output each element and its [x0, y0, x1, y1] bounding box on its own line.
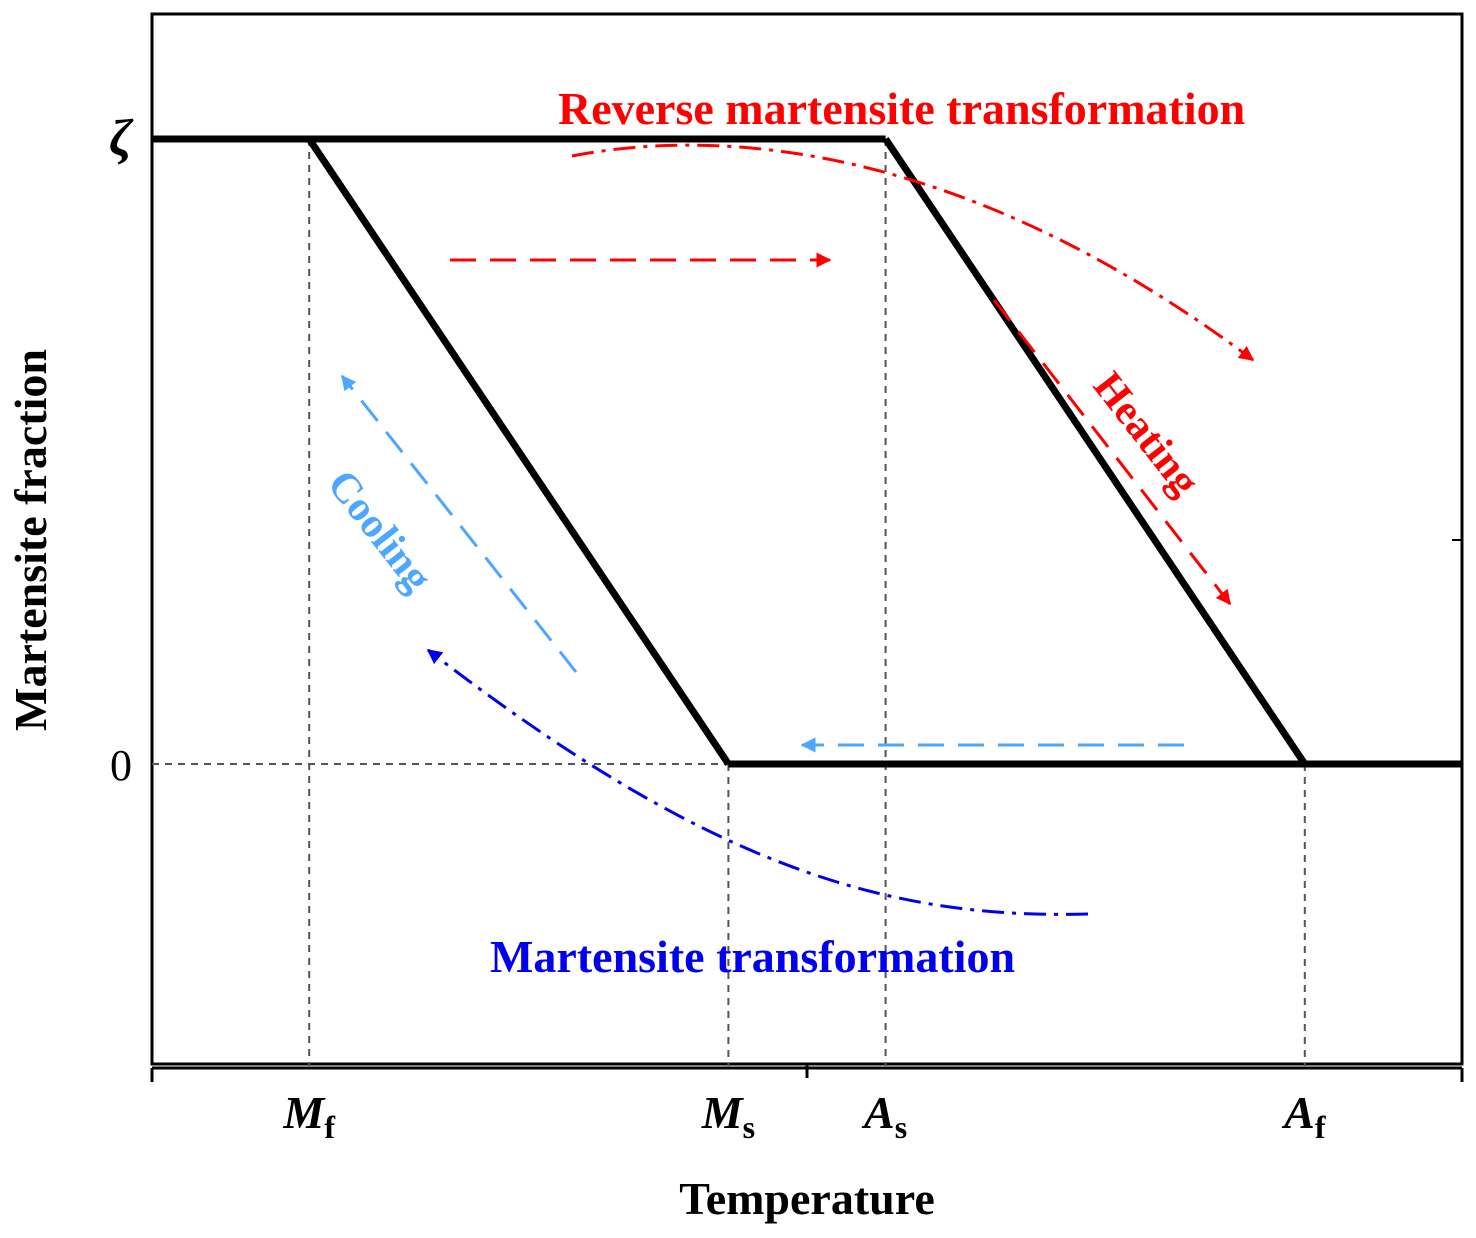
cooling-label: Cooling — [318, 462, 440, 601]
x-tick-ms: Ms — [701, 1087, 755, 1145]
y-tick-zeta: ζ — [109, 110, 134, 167]
y-tick-zero: 0 — [110, 741, 132, 790]
guide-lines — [152, 139, 1306, 1066]
heating-label: Heating — [1084, 364, 1208, 504]
x-axis-title: Temperature — [679, 1173, 935, 1224]
y-tick-labels: ζ0 — [109, 110, 134, 790]
x-tick-mf: Mf — [282, 1087, 335, 1145]
reverse-transformation-label: Reverse martensite transformation — [558, 83, 1245, 134]
plot-frame — [150, 12, 1464, 1066]
hysteresis-loop — [152, 135, 1462, 768]
x-tick-af: Af — [1281, 1087, 1326, 1145]
series-line-0 — [306, 137, 732, 766]
x-tick-labels: Mf Ms As Af — [282, 1087, 1325, 1145]
cooling-diagonal-arrow — [340, 374, 578, 673]
heating-diagonal-arrow — [992, 299, 1232, 606]
series-line-1 — [882, 137, 1308, 766]
x-tick-as: As — [861, 1087, 907, 1145]
y-axis-title: Martensite fraction — [5, 349, 56, 731]
reverse-transformation-arrow — [571, 143, 1255, 362]
martensite-transformation-arrow — [426, 648, 1089, 916]
martensite-transformation-label: Martensite transformation — [490, 931, 1015, 982]
